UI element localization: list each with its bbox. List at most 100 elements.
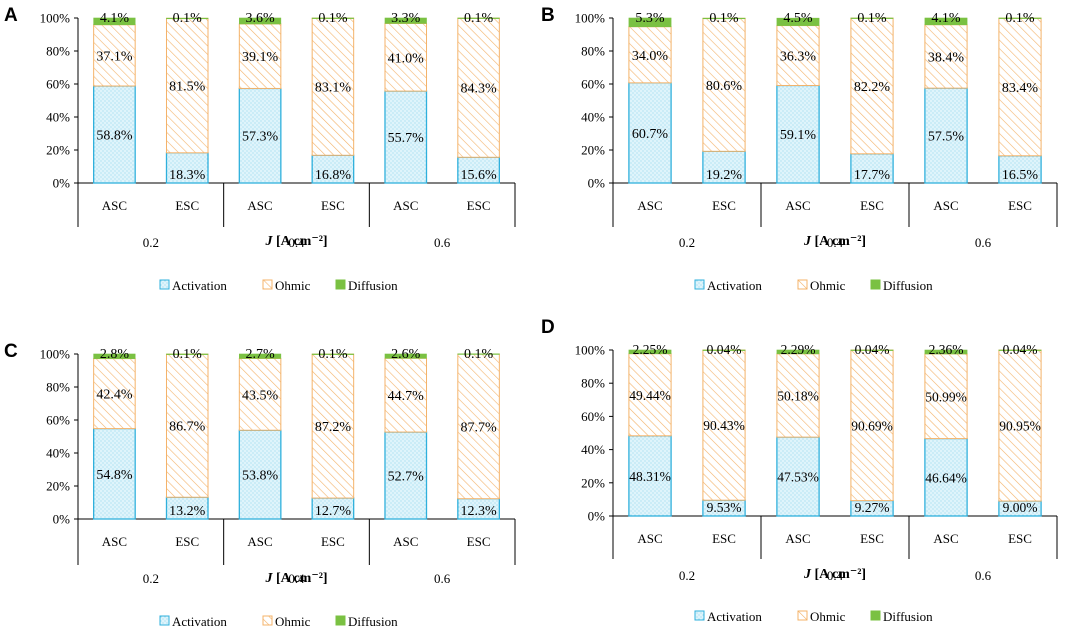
- data-label-activation: 16.8%: [315, 168, 352, 183]
- panel-letter: C: [4, 341, 18, 362]
- legend-swatch-diffusion: [335, 279, 346, 290]
- data-label-diffusion: 0.1%: [464, 347, 494, 362]
- bar-diffusion: [93, 17, 136, 26]
- legend-swatch-ohmic: [797, 610, 808, 621]
- data-label-diffusion: 2.7%: [245, 347, 275, 362]
- bar-diffusion: [311, 17, 354, 19]
- x-category-label: ESC: [1008, 531, 1032, 546]
- legend-label: Activation: [172, 614, 227, 629]
- data-label-ohmic: 86.7%: [169, 420, 206, 435]
- bar-diffusion: [628, 17, 672, 28]
- legend-swatch-ohmic: [262, 615, 273, 626]
- data-label-ohmic: 44.7%: [388, 389, 425, 404]
- data-label-activation: 60.7%: [632, 127, 669, 142]
- data-label-diffusion: 2.29%: [781, 342, 816, 357]
- x-category-label: ESC: [860, 198, 884, 213]
- data-label-activation: 12.7%: [315, 504, 352, 519]
- x-category-label: ESC: [467, 198, 491, 213]
- panel-letter: D: [541, 317, 555, 338]
- x-group-label: 0.2: [679, 235, 695, 250]
- x-category-label: ESC: [860, 531, 884, 546]
- bar-ohmic: [165, 353, 209, 498]
- data-label-ohmic: 82.2%: [854, 80, 891, 95]
- data-label-diffusion: 0.1%: [1005, 11, 1035, 26]
- bar-ohmic: [628, 353, 672, 437]
- chart-panel-b: B 0% 20% 40% 60% 80% 100% 60.7% 34.0% 5.3% ASC 19.2…: [541, 5, 1058, 293]
- data-label-ohmic: 83.1%: [315, 81, 352, 96]
- legend-swatch-ohmic: [262, 279, 273, 290]
- data-label-ohmic: 84.3%: [460, 82, 497, 97]
- y-tick-label: 40%: [581, 442, 605, 457]
- bar-diffusion: [457, 17, 500, 19]
- bar-activation: [384, 431, 428, 520]
- x-axis-title-symbol: J: [803, 234, 812, 249]
- x-category-label: ASC: [102, 534, 127, 549]
- bar-ohmic: [776, 25, 820, 86]
- bar-diffusion: [850, 17, 894, 19]
- data-label-diffusion: 0.04%: [707, 342, 742, 357]
- bar-ohmic: [93, 358, 136, 430]
- data-label-activation: 46.64%: [925, 470, 967, 485]
- legend-swatch-activation: [694, 610, 705, 621]
- data-label-ohmic: 41.0%: [388, 51, 425, 66]
- y-tick-label: 20%: [581, 143, 605, 158]
- legend-label: Activation: [707, 278, 762, 293]
- y-tick-label: 100%: [575, 11, 606, 26]
- bar-diffusion: [850, 349, 894, 351]
- data-label-diffusion: 0.04%: [855, 342, 890, 357]
- data-label-ohmic: 81.5%: [169, 80, 206, 95]
- x-axis-title: J [A cm⁻²]: [803, 234, 866, 249]
- y-tick-label: 100%: [40, 347, 71, 362]
- x-category-label: ESC: [712, 531, 736, 546]
- bar-diffusion: [384, 353, 427, 359]
- y-tick-label: 20%: [46, 479, 70, 494]
- bar-activation: [238, 429, 282, 520]
- y-tick-label: 40%: [46, 446, 70, 461]
- bar-diffusion: [776, 349, 820, 355]
- y-tick-label: 0%: [53, 176, 71, 191]
- x-axis-title: J [A cm⁻²]: [264, 571, 327, 586]
- data-label-activation: 57.5%: [928, 130, 965, 145]
- data-label-diffusion: 0.1%: [318, 347, 348, 362]
- x-category-label: ASC: [393, 198, 418, 213]
- data-label-ohmic: 43.5%: [242, 388, 279, 403]
- x-category-label: ASC: [785, 531, 810, 546]
- x-group-label: 0.4: [288, 235, 305, 250]
- legend-label: Ohmic: [810, 609, 846, 624]
- data-label-diffusion: 3.6%: [245, 11, 275, 26]
- data-label-ohmic: 50.18%: [777, 388, 819, 403]
- x-axis-title: J [A cm⁻²]: [803, 567, 866, 582]
- bar-diffusion: [384, 17, 427, 24]
- bar-diffusion: [239, 353, 282, 359]
- x-category-label: ASC: [637, 198, 662, 213]
- data-label-ohmic: 83.4%: [1002, 81, 1039, 96]
- bar-activation: [93, 427, 136, 520]
- data-label-ohmic: 87.2%: [315, 420, 352, 435]
- data-label-ohmic: 50.99%: [925, 389, 967, 404]
- panel-letter: B: [541, 5, 555, 26]
- data-label-ohmic: 37.1%: [96, 49, 133, 64]
- data-label-activation: 15.6%: [460, 168, 497, 183]
- y-tick-label: 0%: [588, 176, 606, 191]
- y-tick-label: 80%: [581, 44, 605, 59]
- chart-panel-a: A 0% 20% 40% 60% 80% 100% 58.8% 37.1% 4.1% ASC 18.3…: [4, 5, 516, 293]
- bar-diffusion: [702, 349, 746, 351]
- data-label-activation: 53.8%: [242, 469, 279, 484]
- data-label-activation: 17.7%: [854, 168, 891, 183]
- data-label-ohmic: 38.4%: [928, 50, 965, 65]
- y-tick-label: 0%: [53, 512, 71, 527]
- x-category-label: ASC: [933, 198, 958, 213]
- x-group-label: 0.2: [143, 235, 159, 250]
- panel-letter: A: [4, 5, 18, 26]
- bar-diffusion: [166, 17, 209, 20]
- bar-diffusion: [776, 17, 820, 26]
- y-tick-label: 80%: [46, 380, 70, 395]
- x-group-label: 0.6: [434, 235, 451, 250]
- data-label-diffusion: 2.8%: [100, 347, 130, 362]
- bar-ohmic: [850, 17, 894, 155]
- data-label-diffusion: 4.1%: [931, 11, 961, 26]
- data-label-ohmic: 39.1%: [242, 50, 279, 65]
- bar-diffusion: [702, 17, 746, 20]
- data-label-diffusion: 3.3%: [391, 11, 421, 26]
- x-group-label: 0.6: [975, 235, 992, 250]
